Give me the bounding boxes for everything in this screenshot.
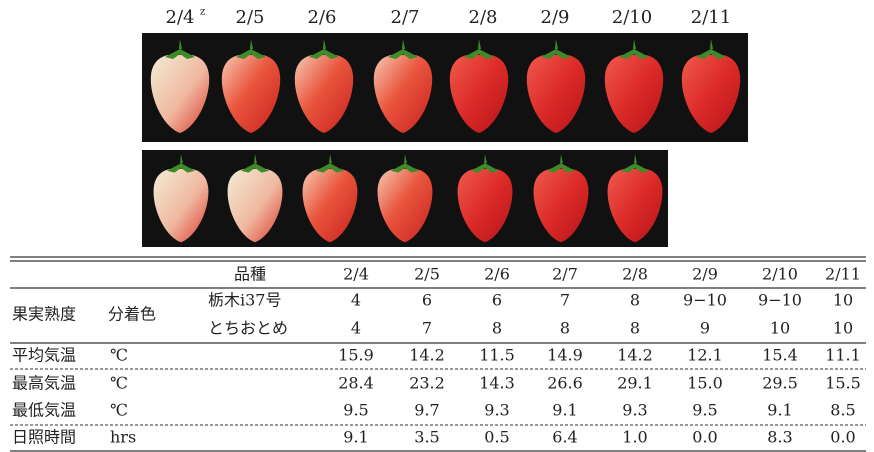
- cell: 8: [492, 319, 502, 338]
- photo-label: 2/8: [469, 7, 498, 28]
- cell: 0.0: [692, 428, 717, 447]
- row-unit: ℃: [110, 374, 128, 393]
- header-date: 2/6: [484, 265, 510, 284]
- row-label: 日照時間: [12, 428, 76, 447]
- photo-label: 2/5: [236, 7, 265, 28]
- cell: 12.1: [687, 346, 723, 365]
- photo-label: 2/11: [691, 7, 731, 28]
- cell: 9.1: [767, 401, 792, 420]
- cell: 8: [630, 291, 640, 310]
- cell: 14.2: [409, 346, 445, 365]
- cell: 8: [560, 319, 570, 338]
- cell: 8.3: [767, 428, 792, 447]
- cell: 14.2: [617, 346, 653, 365]
- cell: 29.1: [617, 374, 653, 393]
- row-unit: hrs: [110, 428, 136, 447]
- photo-label: 2/9: [541, 7, 570, 28]
- header-date: 2/4: [343, 265, 369, 284]
- cell: 23.2: [409, 374, 445, 393]
- cell: 9.3: [622, 401, 647, 420]
- photo-note-mark: z: [200, 7, 205, 18]
- cell: 14.3: [479, 374, 515, 393]
- cell: 4: [351, 291, 361, 310]
- photo-label: 2/7: [391, 7, 420, 28]
- row-unit: ℃: [110, 401, 128, 420]
- row-label: 最低気温: [12, 401, 76, 420]
- cell: 15.5: [825, 374, 861, 393]
- cell: 0.5: [484, 428, 509, 447]
- header-date: 2/9: [692, 265, 718, 284]
- cell: 0.0: [830, 428, 855, 447]
- variety-name: 栃木i37号: [208, 291, 281, 310]
- header-date: 2/5: [414, 265, 440, 284]
- header-date: 2/7: [552, 265, 578, 284]
- photo-row-1: [142, 33, 748, 142]
- cell: 9.1: [343, 428, 368, 447]
- cell: 28.4: [338, 374, 374, 393]
- photo-label: 2/4: [166, 7, 195, 28]
- variety-name: とちおとめ: [208, 319, 288, 338]
- cell: 9−10: [683, 291, 727, 310]
- cell: 15.9: [338, 346, 374, 365]
- row-label: 平均気温: [12, 346, 76, 365]
- row-unit: ℃: [110, 346, 128, 365]
- cell: 10: [833, 291, 853, 310]
- cell: 11.1: [825, 346, 861, 365]
- cell: 9.5: [343, 401, 368, 420]
- cell: 15.0: [687, 374, 723, 393]
- cell: 9.7: [414, 401, 439, 420]
- cell: 9.1: [552, 401, 577, 420]
- header-date: 2/11: [825, 265, 861, 284]
- cell: 4: [351, 319, 361, 338]
- cell: 26.6: [547, 374, 583, 393]
- cell: 11.5: [479, 346, 515, 365]
- cell: 6: [422, 291, 432, 310]
- cell: 10: [770, 319, 790, 338]
- cell: 6: [492, 291, 502, 310]
- header-variety: 品種: [234, 265, 266, 284]
- cell: 10: [833, 319, 853, 338]
- cell: 9.5: [692, 401, 717, 420]
- cell: 7: [422, 319, 432, 338]
- cell: 8.5: [830, 401, 855, 420]
- photo-row-2: [142, 150, 668, 247]
- ripeness-sublabel: 分着色: [108, 305, 156, 324]
- ripeness-label: 果実熟度: [12, 305, 76, 324]
- cell: 1.0: [622, 428, 647, 447]
- cell: 15.4: [762, 346, 798, 365]
- cell: 9: [700, 319, 710, 338]
- cell: 9−10: [758, 291, 802, 310]
- table-rules: [10, 256, 866, 452]
- header-date: 2/10: [762, 265, 798, 284]
- photo-label: 2/10: [612, 7, 652, 28]
- cell: 14.9: [547, 346, 583, 365]
- cell: 29.5: [762, 374, 798, 393]
- photo-label: 2/6: [308, 7, 337, 28]
- cell: 9.3: [484, 401, 509, 420]
- cell: 7: [560, 291, 570, 310]
- cell: 3.5: [414, 428, 439, 447]
- cell: 8: [630, 319, 640, 338]
- cell: 6.4: [552, 428, 577, 447]
- row-label: 最高気温: [12, 374, 76, 393]
- header-date: 2/8: [622, 265, 648, 284]
